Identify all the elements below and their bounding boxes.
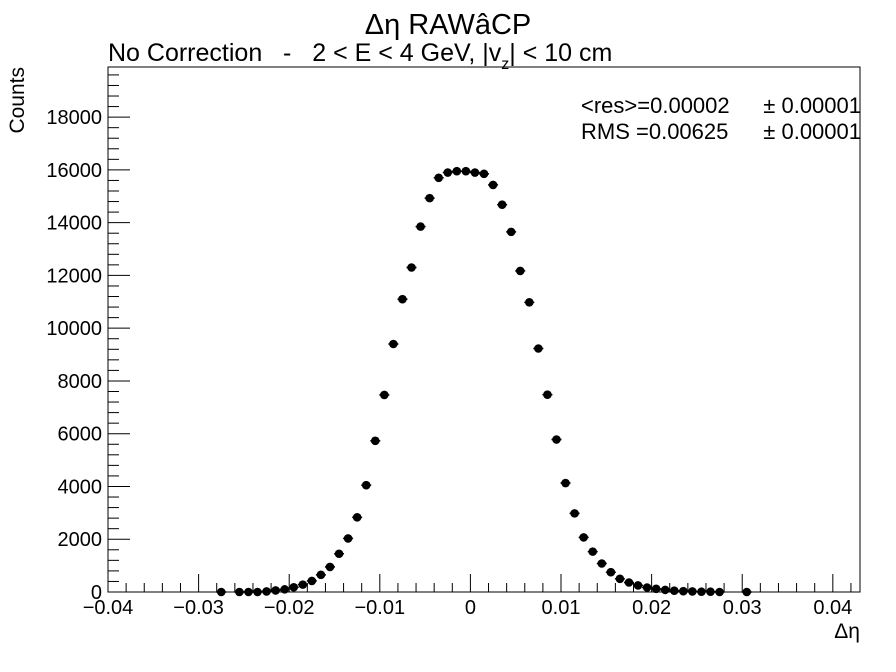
- data-point: [669, 586, 680, 595]
- data-point: [361, 480, 372, 490]
- stats-mean-error: ± 0.00001: [763, 93, 861, 118]
- data-point: [315, 570, 326, 580]
- y-tick-label: 14000: [46, 213, 102, 235]
- data-point: [433, 173, 444, 183]
- data-point: [633, 581, 644, 590]
- data-point: [334, 549, 345, 559]
- data-point: [551, 435, 562, 444]
- data-point: [270, 586, 281, 595]
- data-point: [596, 559, 607, 568]
- data-point: [660, 585, 671, 595]
- subtitle-subscript: z: [501, 56, 509, 73]
- y-tick-label: 10000: [46, 318, 102, 340]
- data-point: [306, 576, 317, 586]
- data-point: [488, 180, 499, 190]
- data-point: [741, 587, 752, 597]
- x-tick-label: 0.01: [542, 597, 581, 619]
- data-point: [542, 390, 553, 399]
- y-axis-ticks: [108, 74, 130, 593]
- data-point: [442, 168, 453, 177]
- data-point: [506, 227, 517, 237]
- data-point: [352, 513, 363, 522]
- data-point: [578, 533, 589, 542]
- stats-mean: <res>=0.00002: [581, 93, 730, 118]
- data-point: [605, 567, 616, 577]
- y-tick-label: 6000: [58, 424, 103, 446]
- data-point: [696, 587, 707, 597]
- y-tick-label: 8000: [58, 371, 103, 393]
- stats-rms: RMS =0.00625: [581, 119, 728, 144]
- y-tick-label: 16000: [46, 160, 102, 182]
- data-point: [388, 339, 399, 349]
- data-point: [460, 166, 471, 176]
- data-point: [651, 584, 662, 594]
- x-tick-label: 0.02: [632, 597, 671, 619]
- data-point: [234, 587, 245, 597]
- data-point: [515, 266, 526, 276]
- x-tick-label: 0: [465, 597, 476, 619]
- subtitle-suffix: | < 10 cm: [509, 39, 612, 67]
- data-point: [288, 582, 299, 592]
- data-point: [469, 168, 480, 177]
- data-point: [623, 578, 634, 587]
- data-point: [406, 263, 417, 272]
- x-tick-label: −0.01: [355, 597, 406, 619]
- data-point: [479, 169, 489, 179]
- x-axis-label: Δη: [834, 620, 860, 643]
- data-point: [397, 294, 408, 304]
- data-point: [569, 509, 580, 518]
- data-point: [587, 547, 598, 556]
- y-tick-label: 12000: [46, 265, 102, 287]
- data-point: [687, 587, 698, 596]
- chart-subtitle: No Correction - 2 < E < 4 GeV, |vz| < 10…: [108, 39, 612, 73]
- y-tick-label: 2000: [58, 529, 103, 551]
- y-tick-label: 18000: [46, 107, 102, 129]
- data-point: [614, 574, 625, 584]
- data-point: [343, 534, 354, 543]
- y-axis-label: Counts: [6, 67, 29, 134]
- data-point: [714, 587, 725, 597]
- x-tick-label: 0.03: [723, 597, 762, 619]
- stats-box: <res>=0.00002 ± 0.00001 RMS =0.00625 ± 0…: [581, 93, 861, 144]
- data-point: [678, 586, 689, 596]
- data-point: [243, 587, 254, 597]
- stats-rms-error: ± 0.00001: [763, 119, 861, 144]
- y-tick-label: 0: [91, 582, 102, 604]
- data-point: [524, 298, 535, 307]
- data-point: [451, 166, 462, 176]
- data-point: [560, 478, 571, 488]
- x-axis-tick-labels: −0.04 −0.03 −0.02 −0.01 0 0.01 0.02 0.03 0.04: [83, 597, 853, 619]
- data-point: [279, 585, 290, 594]
- data-point: [705, 587, 716, 597]
- x-tick-label: −0.03: [173, 597, 224, 619]
- data-point: [415, 222, 426, 231]
- plot-frame: [107, 66, 861, 593]
- data-point: [379, 390, 390, 400]
- data-point: [252, 587, 263, 597]
- data-point: [424, 193, 435, 203]
- data-point: [533, 344, 544, 353]
- data-point: [642, 583, 653, 592]
- data-point: [297, 580, 308, 589]
- data-point: [497, 200, 508, 210]
- data-points: [216, 166, 752, 597]
- x-tick-label: −0.02: [264, 597, 315, 619]
- y-axis-tick-labels: 0 2000 4000 6000 8000 10000 12000 14000 16000 180…: [46, 107, 102, 604]
- data-point: [370, 436, 381, 446]
- y-tick-label: 4000: [58, 476, 103, 498]
- x-tick-label: −0.04: [83, 597, 134, 619]
- chart-title: Δη RAWâCP: [365, 9, 532, 41]
- data-point: [324, 562, 335, 572]
- data-point: [216, 587, 227, 597]
- x-axis-ticks: [107, 574, 852, 592]
- data-point: [261, 587, 272, 596]
- subtitle-prefix: No Correction - 2 < E < 4 GeV, |v: [108, 39, 502, 67]
- x-tick-label: 0.04: [813, 597, 852, 619]
